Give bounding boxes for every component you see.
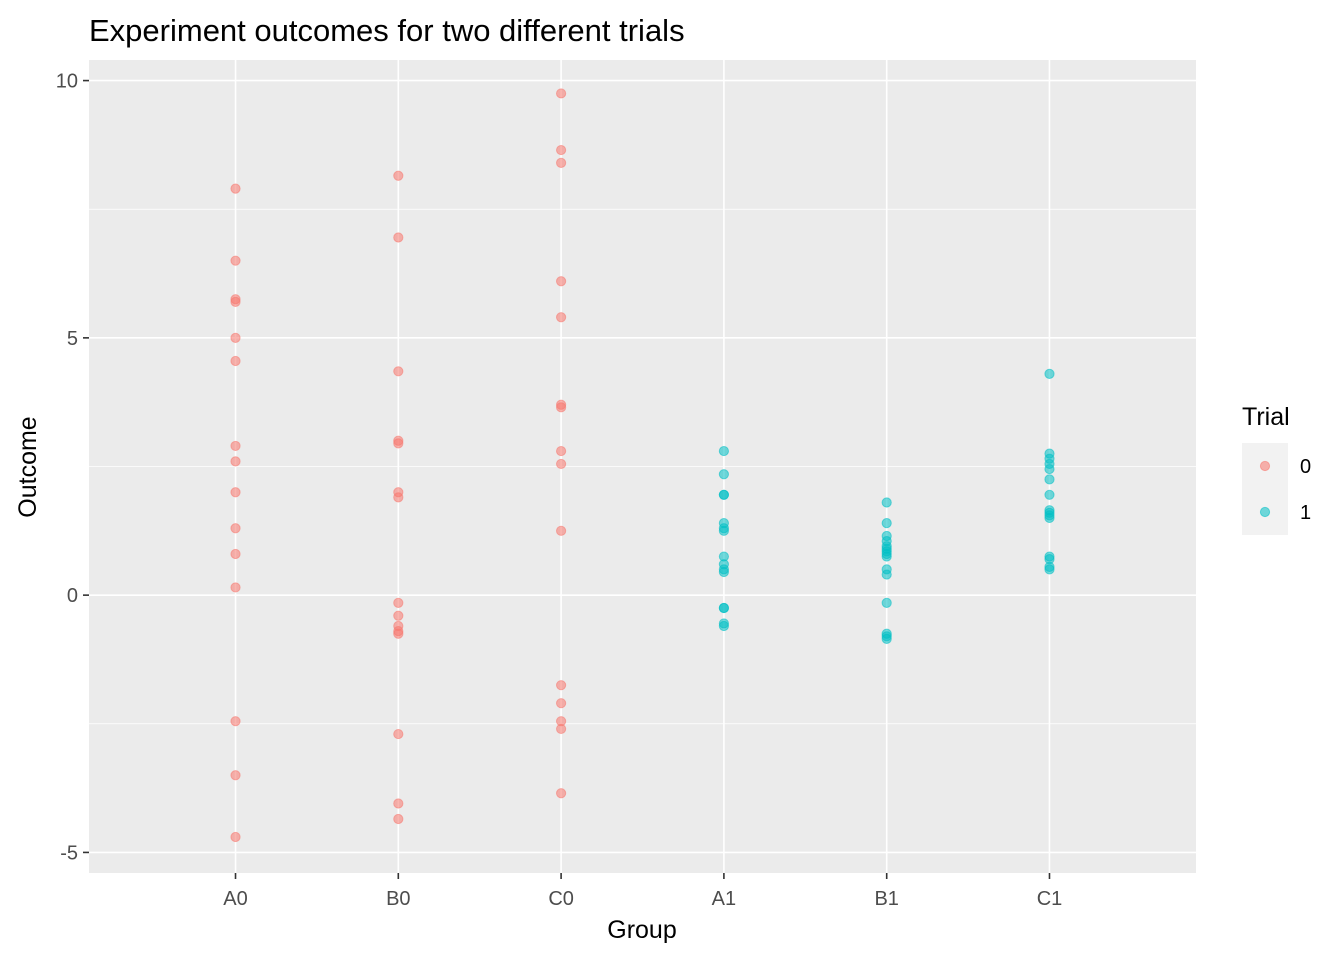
data-point xyxy=(393,492,404,503)
x-tick-label: C1 xyxy=(1037,888,1063,910)
data-point xyxy=(556,680,567,691)
data-point xyxy=(556,525,567,536)
legend: Trial 01 xyxy=(1242,403,1311,535)
data-point xyxy=(1044,512,1055,524)
data-point xyxy=(230,831,241,843)
data-point xyxy=(230,440,241,452)
data-point xyxy=(718,489,729,500)
x-axis-title: Group xyxy=(607,916,676,944)
data-point xyxy=(393,798,404,809)
data-point xyxy=(881,569,892,580)
data-point xyxy=(230,548,241,560)
legend-title: Trial xyxy=(1242,403,1290,431)
data-point xyxy=(230,770,241,781)
data-point xyxy=(230,332,241,343)
data-point xyxy=(230,456,241,467)
x-tick-label: A1 xyxy=(712,888,736,910)
y-tick-label: -5 xyxy=(60,842,78,864)
legend-label: 0 xyxy=(1300,456,1311,478)
data-point xyxy=(556,88,567,99)
data-point xyxy=(556,144,567,156)
data-point xyxy=(230,355,241,367)
data-point xyxy=(718,525,729,536)
data-point xyxy=(556,788,567,799)
data-point xyxy=(881,633,892,644)
data-point xyxy=(718,469,729,480)
data-point xyxy=(230,255,241,266)
x-axis: A0 B0 C0 A1 B1 C1 xyxy=(223,873,1062,910)
data-point xyxy=(393,610,404,621)
data-point xyxy=(556,157,567,169)
data-point xyxy=(393,728,404,740)
data-point xyxy=(1044,368,1055,379)
data-point xyxy=(1044,463,1055,475)
data-point xyxy=(718,566,729,578)
data-point xyxy=(230,296,241,307)
legend-entries: 01 xyxy=(1242,443,1311,535)
y-tick-label: 10 xyxy=(56,71,78,93)
data-point xyxy=(556,312,567,323)
data-point xyxy=(556,402,567,413)
minor-gridlines xyxy=(89,208,1196,725)
data-point xyxy=(556,276,567,287)
legend-marker xyxy=(1259,506,1271,518)
y-tick-label: 0 xyxy=(67,585,78,607)
data-points xyxy=(230,88,1055,843)
data-point xyxy=(393,170,404,181)
data-point xyxy=(393,366,404,377)
data-point xyxy=(556,698,567,709)
legend-label: 1 xyxy=(1300,502,1311,524)
data-point xyxy=(230,523,241,534)
data-point xyxy=(718,445,729,457)
data-point xyxy=(230,183,241,194)
data-point xyxy=(1044,474,1055,485)
data-point xyxy=(393,813,404,825)
data-point xyxy=(881,518,892,529)
x-tick-label: A0 xyxy=(223,888,247,910)
x-tick-label: B0 xyxy=(386,888,410,910)
data-point xyxy=(393,438,404,449)
data-point xyxy=(230,716,241,727)
data-point xyxy=(881,551,892,562)
data-point xyxy=(881,597,892,608)
data-point xyxy=(556,445,567,457)
data-point xyxy=(556,458,567,470)
data-point xyxy=(393,597,404,608)
y-axis-title: Outcome xyxy=(14,416,42,517)
data-point xyxy=(881,497,892,508)
data-point xyxy=(1044,489,1055,500)
data-point xyxy=(556,723,567,735)
x-tick-label: B1 xyxy=(874,888,898,910)
legend-marker xyxy=(1259,460,1271,472)
data-point xyxy=(1044,564,1055,575)
data-point xyxy=(718,602,729,614)
chart-title: Experiment outcomes for two different tr… xyxy=(89,13,685,48)
x-tick-label: C0 xyxy=(548,888,574,910)
data-point xyxy=(718,620,729,632)
data-point xyxy=(230,487,241,498)
data-point xyxy=(230,582,241,593)
y-tick-label: 5 xyxy=(67,328,78,350)
data-point xyxy=(393,232,404,243)
data-point xyxy=(393,628,404,639)
y-axis: -5 0 5 10 xyxy=(56,71,89,864)
